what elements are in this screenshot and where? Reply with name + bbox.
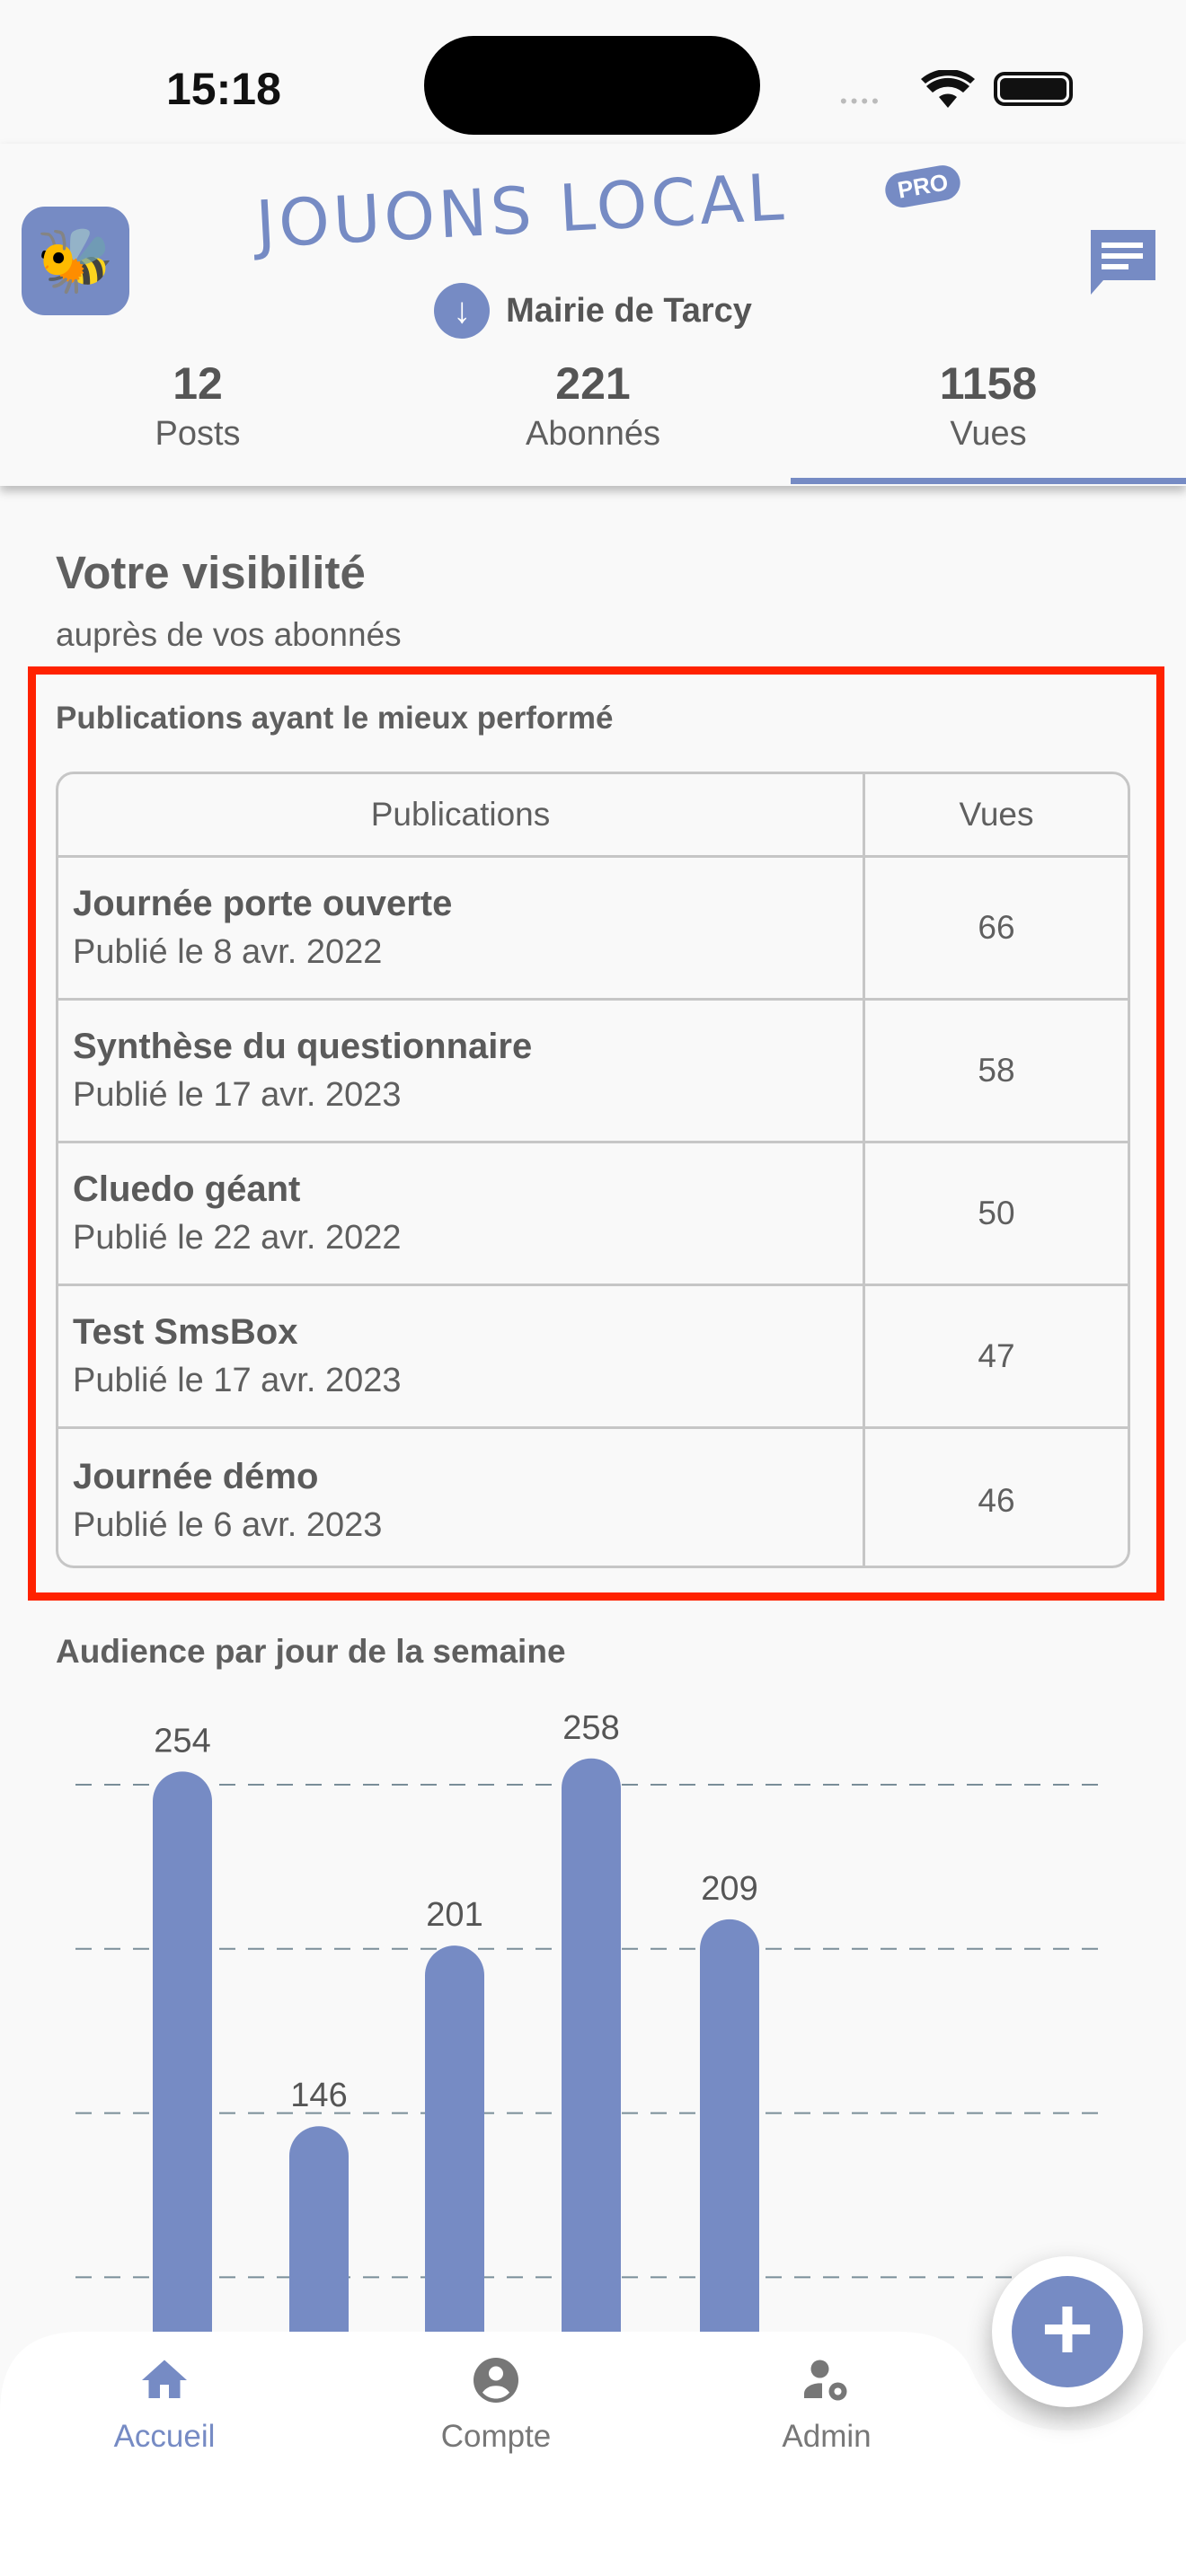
table-row[interactable]: Journée porte ouverte Publié le 8 avr. 20… bbox=[58, 858, 1128, 1001]
tab-posts[interactable]: 12 Posts bbox=[0, 357, 395, 454]
post-cell: Journée démo Publié le 6 avr. 2023 bbox=[58, 1429, 865, 1566]
post-title: Cluedo géant bbox=[73, 1169, 301, 1209]
post-views: 46 bbox=[978, 1481, 1015, 1519]
post-title: Journée porte ouverte bbox=[73, 884, 453, 923]
app-header: 🐝 JOUONS LOCAL PRO ↓ Mairie de Tarcy 12 P… bbox=[0, 144, 1186, 486]
plus-icon: + bbox=[1012, 2276, 1123, 2387]
post-cell: Synthèse du questionnaire Publié le 17 av… bbox=[58, 1001, 865, 1141]
top-posts-title: Publications ayant le mieux performé bbox=[56, 701, 614, 736]
bottom-nav-bar bbox=[0, 2332, 1186, 2576]
post-title: Synthèse du questionnaire bbox=[73, 1027, 533, 1066]
bar-value-label: 209 bbox=[701, 1870, 757, 1908]
active-tab-indicator bbox=[791, 478, 1186, 484]
post-views: 50 bbox=[978, 1195, 1015, 1231]
post-views: 66 bbox=[978, 909, 1015, 946]
post-title: Journée démo bbox=[73, 1456, 319, 1496]
post-cell: Journée porte ouverte Publié le 8 avr. 20… bbox=[58, 858, 865, 998]
post-date: Publié le 17 avr. 2023 bbox=[73, 1362, 402, 1399]
nav-label: Accueil bbox=[113, 2419, 216, 2454]
account-circle-icon bbox=[474, 2358, 518, 2403]
dynamic-island bbox=[424, 36, 760, 135]
organization-selector[interactable]: ↓ Mairie de Tarcy bbox=[0, 283, 1186, 339]
page-subtitle: auprès de vos abonnés bbox=[56, 616, 402, 653]
top-posts-table: Publications Vues Journée porte ouverte P… bbox=[56, 772, 1130, 1568]
home-icon bbox=[142, 2360, 187, 2398]
battery-icon bbox=[994, 72, 1073, 106]
posts-count: 12 bbox=[173, 358, 223, 409]
post-views: 47 bbox=[978, 1337, 1015, 1374]
nav-item-compte[interactable]: Compte bbox=[406, 2353, 586, 2455]
arrow-down-icon: ↓ bbox=[434, 283, 491, 339]
tab-vues[interactable]: 1158 Vues bbox=[791, 357, 1186, 454]
add-post-button[interactable]: + bbox=[992, 2256, 1143, 2407]
bar-value-label: 258 bbox=[562, 1709, 619, 1747]
highlight-box bbox=[28, 666, 1164, 1601]
post-date: Publié le 8 avr. 2022 bbox=[73, 933, 383, 971]
wifi-icon bbox=[921, 70, 975, 108]
chat-icon[interactable] bbox=[1087, 226, 1159, 298]
post-date: Publié le 17 avr. 2023 bbox=[73, 1076, 402, 1114]
column-header-publications: Publications bbox=[58, 774, 865, 855]
status-time: 15:18 bbox=[166, 64, 281, 114]
table-row[interactable]: Test SmsBox Publié le 17 avr. 2023 47 bbox=[58, 1286, 1128, 1429]
table-row[interactable]: Cluedo géant Publié le 22 avr. 2022 50 bbox=[58, 1143, 1128, 1286]
views-label: Vues bbox=[950, 415, 1027, 453]
nav-item-admin[interactable]: Admin bbox=[737, 2353, 916, 2455]
bar-value-label: 201 bbox=[426, 1896, 482, 1934]
column-header-vues: Vues bbox=[959, 796, 1034, 833]
nav-label: Compte bbox=[440, 2419, 552, 2454]
subscribers-count: 221 bbox=[555, 358, 631, 409]
bar-value-label: 254 bbox=[154, 1722, 210, 1760]
post-date: Publié le 22 avr. 2022 bbox=[73, 1219, 402, 1257]
bar-value-label: 146 bbox=[290, 2077, 347, 2114]
organization-name: Mairie de Tarcy bbox=[506, 291, 752, 330]
page-title: Votre visibilité bbox=[56, 547, 366, 598]
subscribers-label: Abonnés bbox=[525, 415, 660, 453]
views-count: 1158 bbox=[939, 358, 1038, 409]
nav-item-accueil[interactable]: Accueil bbox=[75, 2353, 254, 2455]
table-row[interactable]: Journée démo Publié le 6 avr. 2023 46 bbox=[58, 1429, 1128, 1566]
posts-label: Posts bbox=[155, 415, 241, 453]
post-cell: Cluedo géant Publié le 22 avr. 2022 bbox=[58, 1143, 865, 1284]
post-cell: Test SmsBox Publié le 17 avr. 2023 bbox=[58, 1286, 865, 1426]
chart-title: Audience par jour de la semaine bbox=[56, 1633, 566, 1670]
post-title: Test SmsBox bbox=[73, 1312, 298, 1352]
post-views: 58 bbox=[978, 1052, 1015, 1089]
nav-label: Admin bbox=[782, 2419, 872, 2454]
app-logo-bee-icon: 🐝 bbox=[22, 207, 129, 315]
admin-user-gear-icon bbox=[804, 2360, 847, 2401]
table-row[interactable]: Synthèse du questionnaire Publié le 17 av… bbox=[58, 1001, 1128, 1143]
table-header: Publications Vues bbox=[58, 774, 1128, 858]
post-date: Publié le 6 avr. 2023 bbox=[73, 1505, 383, 1544]
signal-icon: •••• bbox=[840, 90, 882, 112]
tab-abonnes[interactable]: 221 Abonnés bbox=[395, 357, 791, 454]
